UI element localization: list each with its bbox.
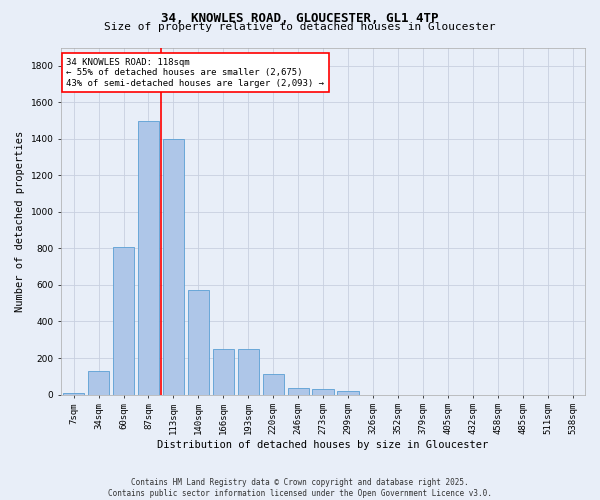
X-axis label: Distribution of detached houses by size in Gloucester: Distribution of detached houses by size … bbox=[157, 440, 489, 450]
Bar bbox=[113, 246, 134, 394]
Bar bbox=[63, 392, 84, 394]
Bar bbox=[138, 120, 159, 394]
Text: Size of property relative to detached houses in Gloucester: Size of property relative to detached ho… bbox=[104, 22, 496, 32]
Y-axis label: Number of detached properties: Number of detached properties bbox=[15, 130, 25, 312]
Bar bbox=[213, 349, 234, 395]
Bar bbox=[287, 388, 309, 394]
Text: 34, KNOWLES ROAD, GLOUCESTER, GL1 4TP: 34, KNOWLES ROAD, GLOUCESTER, GL1 4TP bbox=[161, 12, 439, 26]
Bar bbox=[163, 139, 184, 394]
Bar bbox=[337, 391, 359, 394]
Text: 34 KNOWLES ROAD: 118sqm
← 55% of detached houses are smaller (2,675)
43% of semi: 34 KNOWLES ROAD: 118sqm ← 55% of detache… bbox=[67, 58, 325, 88]
Bar bbox=[263, 374, 284, 394]
Bar bbox=[238, 349, 259, 395]
Bar bbox=[88, 371, 109, 394]
Text: Contains HM Land Registry data © Crown copyright and database right 2025.
Contai: Contains HM Land Registry data © Crown c… bbox=[108, 478, 492, 498]
Bar bbox=[313, 389, 334, 394]
Bar bbox=[188, 290, 209, 395]
